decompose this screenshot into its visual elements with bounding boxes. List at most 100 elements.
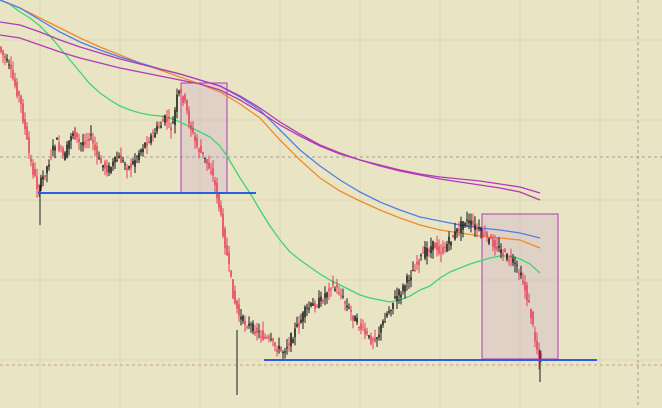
candle-body[interactable] <box>114 156 116 163</box>
candle-body[interactable] <box>398 289 400 296</box>
candle-body[interactable] <box>408 280 410 282</box>
candle-body[interactable] <box>248 323 250 326</box>
candle-body[interactable] <box>344 301 346 304</box>
candle-body[interactable] <box>538 349 540 361</box>
candle-body[interactable] <box>392 302 394 309</box>
candle-body[interactable] <box>358 327 360 329</box>
candle-body[interactable] <box>488 238 490 244</box>
candle-body[interactable] <box>486 232 488 238</box>
candle-body[interactable] <box>64 152 66 161</box>
candle-body[interactable] <box>426 248 428 257</box>
candle-body[interactable] <box>8 64 10 66</box>
candle-body[interactable] <box>182 96 184 104</box>
candle-body[interactable] <box>212 168 214 176</box>
candle-body[interactable] <box>262 330 264 340</box>
candle-body[interactable] <box>418 260 420 266</box>
candle-body[interactable] <box>14 78 16 86</box>
candle-body[interactable] <box>84 141 86 145</box>
candle-body[interactable] <box>484 232 486 234</box>
candle-body[interactable] <box>340 295 342 297</box>
candle-body[interactable] <box>504 249 506 252</box>
candle-body[interactable] <box>254 331 256 335</box>
candle-body[interactable] <box>336 284 338 288</box>
candle-body[interactable] <box>218 193 220 208</box>
candle-body[interactable] <box>36 176 38 189</box>
candle-body[interactable] <box>50 157 52 159</box>
candle-body[interactable] <box>466 219 468 221</box>
candle-body[interactable] <box>470 220 472 226</box>
candle-body[interactable] <box>288 343 290 346</box>
candle-body[interactable] <box>472 220 474 225</box>
candle-body[interactable] <box>308 308 310 310</box>
candle-body[interactable] <box>20 95 22 105</box>
candle-body[interactable] <box>6 58 8 61</box>
candle-body[interactable] <box>352 315 354 321</box>
candle-body[interactable] <box>52 145 54 151</box>
candle-body[interactable] <box>350 309 352 313</box>
candle-body[interactable] <box>198 149 200 152</box>
candle-body[interactable] <box>210 171 212 174</box>
candle-body[interactable] <box>396 296 398 302</box>
candle-body[interactable] <box>536 340 538 350</box>
candle-body[interactable] <box>24 119 26 130</box>
candle-body[interactable] <box>162 119 164 122</box>
candle-body[interactable] <box>232 279 234 299</box>
candle-body[interactable] <box>412 270 414 272</box>
candle-body[interactable] <box>86 139 88 141</box>
candle-body[interactable] <box>168 116 170 120</box>
candle-body[interactable] <box>508 260 510 262</box>
candle-body[interactable] <box>10 64 12 70</box>
candle-body[interactable] <box>112 161 114 167</box>
candle-body[interactable] <box>202 152 204 155</box>
candle-body[interactable] <box>328 288 330 292</box>
candle-body[interactable] <box>374 337 376 342</box>
candle-body[interactable] <box>496 246 498 250</box>
candle-body[interactable] <box>270 338 272 340</box>
candle-body[interactable] <box>282 352 284 354</box>
candle-body[interactable] <box>498 245 500 248</box>
candle-body[interactable] <box>478 227 480 230</box>
candle-body[interactable] <box>410 277 412 281</box>
candle-body[interactable] <box>38 190 40 192</box>
candle-body[interactable] <box>510 255 512 258</box>
candle-body[interactable] <box>176 94 178 112</box>
candle-body[interactable] <box>436 242 438 251</box>
candle-body[interactable] <box>68 140 70 149</box>
candle-body[interactable] <box>366 331 368 334</box>
candle-body[interactable] <box>104 161 106 169</box>
candle-body[interactable] <box>346 305 348 308</box>
candle-body[interactable] <box>316 305 318 307</box>
candle-body[interactable] <box>318 297 320 308</box>
candle-body[interactable] <box>524 282 526 291</box>
candle-body[interactable] <box>96 146 98 156</box>
candle-body[interactable] <box>278 345 280 349</box>
candle-body[interactable] <box>66 144 68 158</box>
candle-body[interactable] <box>382 321 384 325</box>
candle-body[interactable] <box>522 280 524 283</box>
candle-body[interactable] <box>16 82 18 97</box>
candle-body[interactable] <box>180 88 182 94</box>
candle-body[interactable] <box>518 273 520 275</box>
candle-body[interactable] <box>540 353 542 362</box>
candle-body[interactable] <box>90 133 92 136</box>
candle-body[interactable] <box>452 235 454 238</box>
candle-body[interactable] <box>292 339 294 343</box>
candle-body[interactable] <box>170 127 172 131</box>
candle-body[interactable] <box>364 328 366 335</box>
candle-body[interactable] <box>236 300 238 309</box>
candle-body[interactable] <box>58 142 60 151</box>
candle-body[interactable] <box>476 226 478 230</box>
candle-body[interactable] <box>46 166 48 174</box>
candle-body[interactable] <box>250 324 252 326</box>
candle-body[interactable] <box>144 142 146 148</box>
candle-body[interactable] <box>260 336 262 338</box>
candle-body[interactable] <box>528 299 530 303</box>
candle-body[interactable] <box>304 306 306 318</box>
range-box[interactable] <box>180 82 228 194</box>
candle-body[interactable] <box>220 205 222 215</box>
candle-body[interactable] <box>164 115 166 123</box>
candle-body[interactable] <box>138 152 140 161</box>
candle-body[interactable] <box>44 175 46 178</box>
candle-body[interactable] <box>18 91 20 96</box>
candle-body[interactable] <box>62 148 64 157</box>
